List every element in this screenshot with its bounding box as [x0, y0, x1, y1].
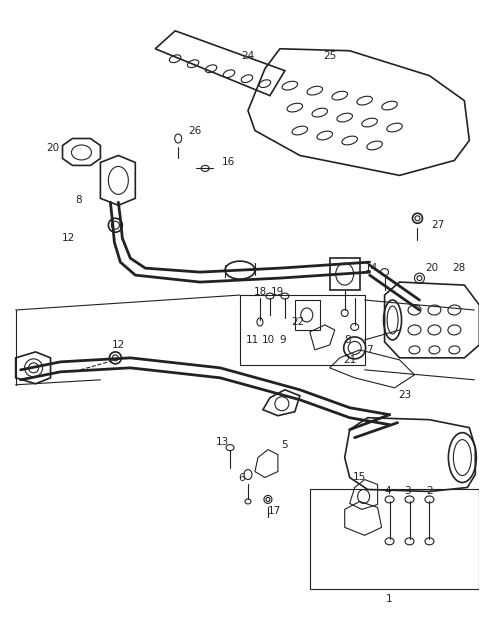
Text: 8: 8: [344, 335, 351, 345]
Text: 24: 24: [241, 51, 254, 61]
Text: 12: 12: [112, 340, 125, 350]
Text: 18: 18: [253, 287, 266, 297]
Text: 6: 6: [239, 472, 245, 482]
Bar: [310, 489, 480, 589]
Text: 20: 20: [425, 263, 438, 273]
Text: 26: 26: [189, 125, 202, 135]
Text: 1: 1: [386, 594, 393, 604]
Text: 17: 17: [268, 507, 282, 517]
Text: 9: 9: [279, 335, 286, 345]
Bar: [240, 295, 365, 365]
Text: 5: 5: [282, 440, 288, 450]
Text: 12: 12: [62, 233, 75, 243]
Text: 3: 3: [404, 487, 411, 497]
Text: 4: 4: [384, 487, 391, 497]
Text: 10: 10: [261, 335, 275, 345]
Text: 19: 19: [271, 287, 285, 297]
Bar: [330, 258, 360, 290]
Text: 11: 11: [245, 335, 259, 345]
Text: 15: 15: [353, 472, 366, 482]
Text: 7: 7: [366, 345, 373, 355]
Text: 13: 13: [216, 437, 228, 447]
Text: 16: 16: [221, 157, 235, 167]
Text: 21: 21: [343, 355, 356, 365]
Text: 28: 28: [453, 263, 466, 273]
Text: 27: 27: [431, 220, 444, 230]
Text: 23: 23: [398, 390, 411, 400]
Text: 25: 25: [323, 51, 336, 61]
Text: 2: 2: [426, 487, 433, 497]
Text: 22: 22: [291, 317, 304, 327]
Text: 20: 20: [46, 144, 59, 154]
Text: 8: 8: [75, 195, 82, 205]
Text: 14: 14: [365, 263, 378, 273]
